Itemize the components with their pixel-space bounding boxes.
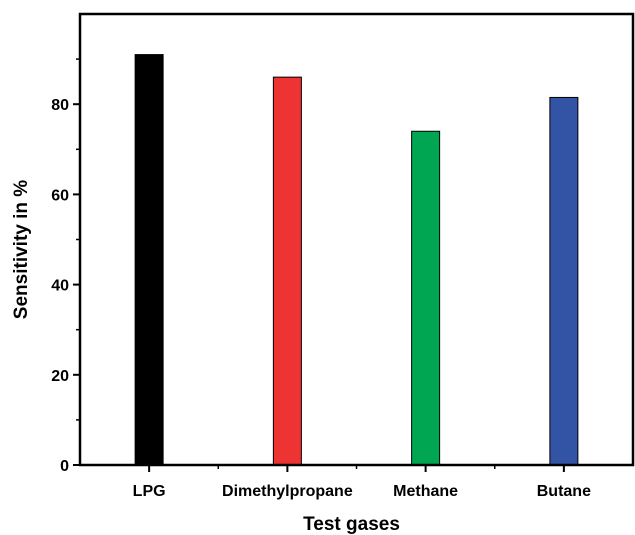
bars-group — [134, 54, 579, 466]
x-tick-label: LPG — [133, 483, 166, 500]
bar-methane — [411, 130, 441, 466]
y-tick-label: 40 — [51, 278, 69, 295]
x-tick-label: Methane — [393, 483, 458, 500]
x-axis-ticks: LPG Dimethylpropane Methane Butane — [133, 465, 591, 500]
y-tick-label: 60 — [51, 187, 69, 204]
y-axis-title: Sensitivity in % — [11, 180, 32, 319]
x-tick-label: Dimethylpropane — [222, 483, 353, 500]
bar-lpg — [134, 54, 164, 466]
y-tick-label: 80 — [51, 97, 69, 114]
x-axis-title: Test gases — [303, 514, 400, 535]
plot-frame — [78, 12, 635, 467]
bar-butane — [549, 96, 579, 466]
y-tick-label: 20 — [51, 368, 69, 385]
y-axis-ticks: 0 20 40 60 80 — [51, 58, 80, 475]
y-tick-label: 0 — [60, 458, 69, 475]
bar-dimethylpropane — [272, 76, 302, 466]
x-tick-label: Butane — [537, 483, 591, 500]
